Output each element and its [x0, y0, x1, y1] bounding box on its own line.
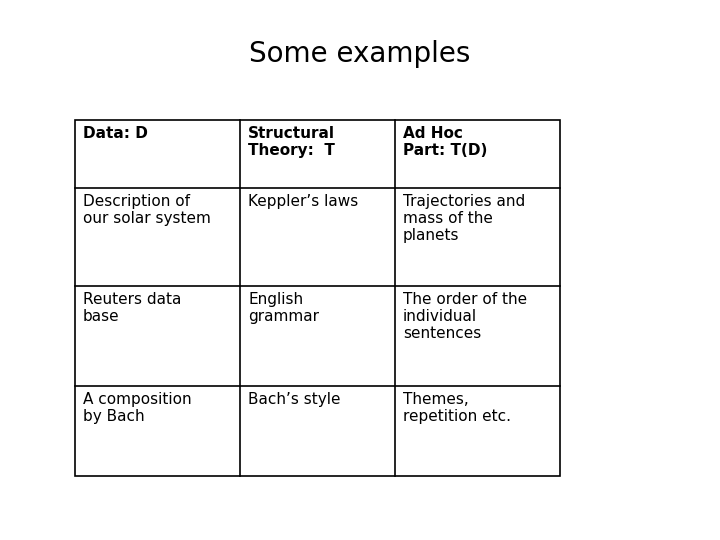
Text: individual: individual: [403, 309, 477, 324]
Text: Description of: Description of: [83, 194, 190, 209]
Text: Trajectories and: Trajectories and: [403, 194, 526, 209]
Text: by Bach: by Bach: [83, 409, 145, 424]
Text: planets: planets: [403, 228, 459, 243]
Text: Part: T(D): Part: T(D): [403, 143, 487, 158]
Text: mass of the: mass of the: [403, 211, 493, 226]
Text: repetition etc.: repetition etc.: [403, 409, 511, 424]
Text: base: base: [83, 309, 120, 324]
Text: A composition: A composition: [83, 392, 192, 407]
Text: grammar: grammar: [248, 309, 319, 324]
Text: Structural: Structural: [248, 126, 335, 141]
Text: sentences: sentences: [403, 326, 481, 341]
Text: Theory:  T: Theory: T: [248, 143, 335, 158]
Text: English: English: [248, 292, 303, 307]
Text: Ad Hoc: Ad Hoc: [403, 126, 463, 141]
Bar: [75, 120, 560, 476]
Text: Themes,: Themes,: [403, 392, 469, 407]
Text: Keppler’s laws: Keppler’s laws: [248, 194, 359, 209]
Text: Bach’s style: Bach’s style: [248, 392, 341, 407]
Text: Some examples: Some examples: [249, 40, 471, 68]
Text: The order of the: The order of the: [403, 292, 527, 307]
Text: Data: D: Data: D: [83, 126, 148, 141]
Text: our solar system: our solar system: [83, 211, 211, 226]
Text: Reuters data: Reuters data: [83, 292, 181, 307]
